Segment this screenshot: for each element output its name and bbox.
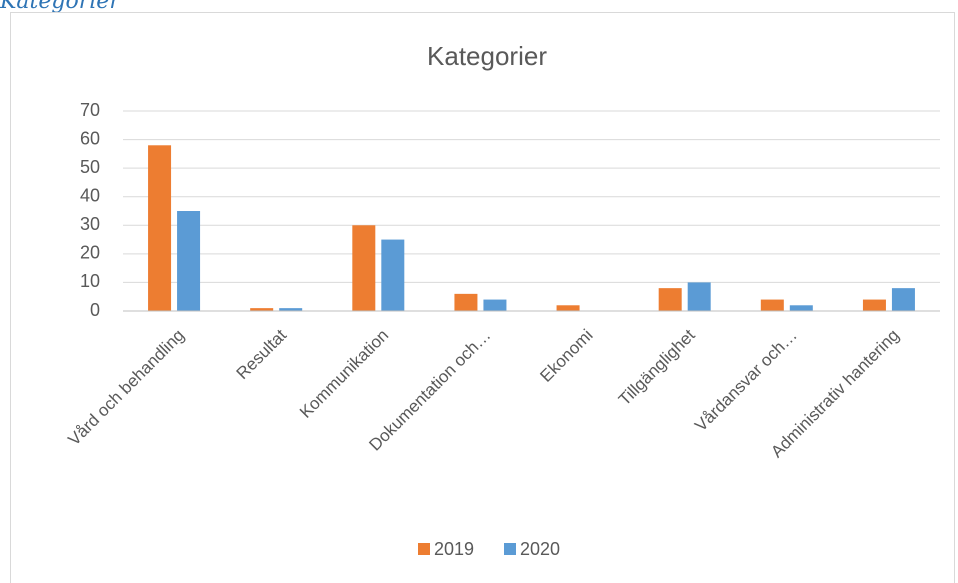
legend-swatch [504, 543, 516, 555]
y-tick-label: 50 [80, 157, 100, 177]
y-tick-label: 10 [80, 271, 100, 291]
bar [658, 288, 682, 311]
bar [381, 239, 405, 311]
y-tick-label: 40 [80, 185, 100, 205]
x-tick-label: Vård och behandling [64, 326, 188, 450]
x-tick-label: Ekonomi [536, 326, 596, 386]
bar [556, 305, 580, 311]
bar [891, 288, 915, 311]
bar [279, 308, 303, 311]
y-tick-label: 30 [80, 214, 100, 234]
legend-label: 2020 [520, 539, 560, 559]
y-tick-label: 60 [80, 128, 100, 148]
chart-title: Kategorier [427, 41, 547, 71]
bar [352, 225, 376, 311]
bar [862, 299, 886, 311]
x-tick-label: Tillgänglighet [615, 325, 699, 409]
x-tick-label: Vårdansvar och… [691, 326, 801, 436]
legend-swatch [418, 543, 430, 555]
bar [250, 308, 274, 311]
legend-label: 2019 [434, 539, 474, 559]
bar [454, 293, 478, 311]
bar [177, 211, 201, 311]
bar [789, 305, 813, 311]
x-tick-label: Resultat [233, 325, 291, 383]
chart-border [10, 12, 955, 583]
bar [760, 299, 784, 311]
bar [483, 299, 507, 311]
bar [687, 282, 711, 311]
y-tick-label: 0 [90, 300, 100, 320]
y-tick-label: 70 [80, 100, 100, 120]
y-tick-label: 20 [80, 243, 100, 263]
bar [148, 145, 172, 311]
page-heading: Kategorier [0, 0, 121, 14]
x-tick-label: Kommunikation [296, 326, 392, 422]
